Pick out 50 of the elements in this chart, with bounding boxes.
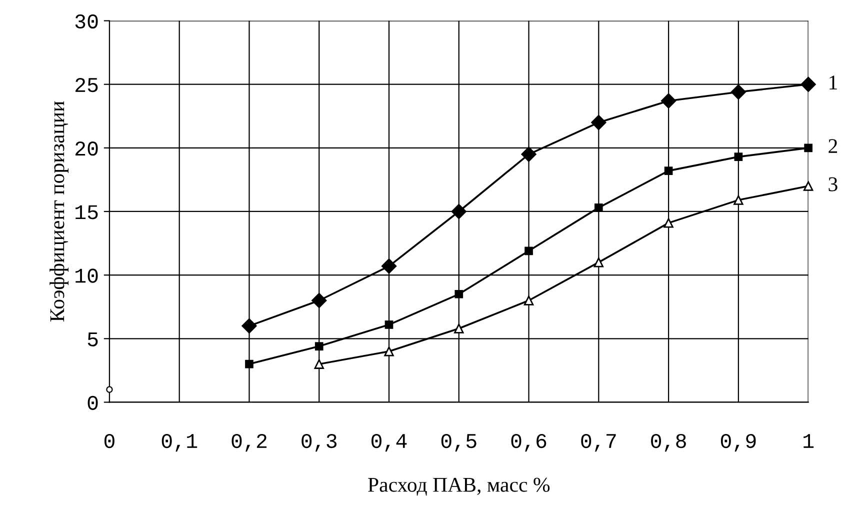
x-tick-label: 0,2 [232, 434, 267, 452]
x-tick-label: 0,1 [162, 434, 198, 452]
x-tick-label: 1 [804, 434, 814, 448]
point [384, 346, 394, 356]
y-tick-label: 10 [76, 268, 98, 283]
x-tick-label: 0,6 [511, 434, 546, 452]
point [314, 359, 324, 369]
point [381, 258, 397, 274]
x-tick-label: 0 [104, 434, 114, 448]
y-tick-label: 15 [76, 205, 98, 220]
x-axis-title: Расход ПАВ, масс % [368, 478, 550, 496]
point [591, 114, 606, 130]
point [314, 342, 324, 350]
point [730, 84, 746, 100]
point [804, 144, 812, 152]
point [312, 292, 327, 308]
point [803, 181, 814, 191]
point [660, 93, 676, 108]
point [454, 324, 464, 334]
point [451, 204, 466, 220]
point [734, 152, 743, 161]
point [524, 296, 534, 306]
series-label: 1 [830, 76, 837, 90]
y-axis-title: Коэффициент поризации [50, 101, 68, 322]
point [664, 166, 673, 175]
y-tick-label: 20 [76, 142, 98, 156]
point [594, 257, 604, 268]
point [800, 76, 816, 92]
point [242, 318, 257, 334]
point [734, 195, 744, 205]
y-tick-label: 5 [88, 332, 98, 346]
x-tick-label: 0,3 [302, 434, 337, 452]
series-label: 3 [828, 177, 838, 192]
point [524, 246, 533, 256]
y-tick-label: 25 [76, 78, 98, 92]
x-tick-label: 0,8 [651, 434, 686, 452]
y-tick-label: 30 [75, 14, 98, 29]
point [521, 146, 536, 162]
x-tick-label: 0,7 [581, 434, 616, 452]
x-tick-label: 0,9 [720, 434, 756, 452]
point [384, 320, 394, 329]
point [594, 204, 603, 212]
series-label: 2 [828, 139, 838, 153]
point [454, 290, 464, 298]
point [106, 386, 113, 393]
point [664, 218, 674, 228]
y-tick-label: 0 [88, 396, 98, 410]
x-tick-label: 0,5 [441, 434, 476, 452]
x-tick-label: 0,4 [372, 434, 407, 452]
point [245, 360, 254, 368]
